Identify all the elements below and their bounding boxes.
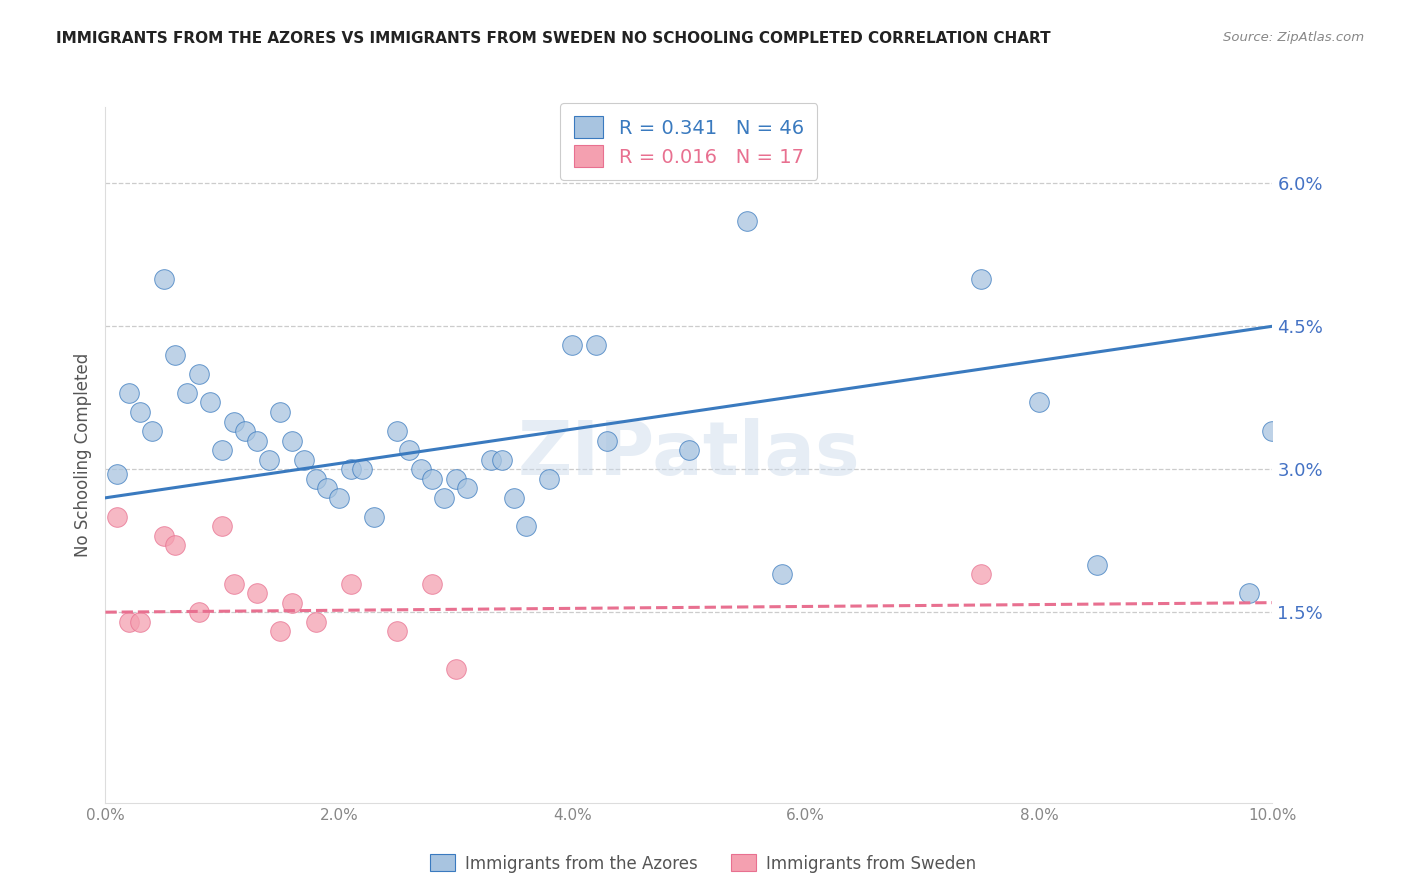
Point bbox=[176, 386, 198, 401]
Point bbox=[409, 462, 432, 476]
Point bbox=[118, 615, 141, 629]
Point bbox=[141, 424, 163, 438]
Point bbox=[339, 576, 361, 591]
Point bbox=[596, 434, 619, 448]
Point bbox=[515, 519, 537, 533]
Point bbox=[737, 214, 759, 228]
Point bbox=[1261, 424, 1284, 438]
Point bbox=[165, 539, 187, 553]
Point bbox=[420, 576, 443, 591]
Point bbox=[153, 271, 174, 285]
Point bbox=[385, 424, 408, 438]
Point bbox=[444, 662, 467, 676]
Point bbox=[1085, 558, 1108, 572]
Point bbox=[257, 452, 280, 467]
Text: ZIPatlas: ZIPatlas bbox=[517, 418, 860, 491]
Point bbox=[281, 434, 304, 448]
Point bbox=[444, 472, 467, 486]
Point bbox=[129, 615, 152, 629]
Point bbox=[187, 605, 209, 619]
Point bbox=[420, 472, 443, 486]
Point bbox=[770, 567, 793, 582]
Point bbox=[502, 491, 524, 505]
Point bbox=[385, 624, 408, 639]
Point bbox=[339, 462, 361, 476]
Point bbox=[304, 472, 326, 486]
Point bbox=[235, 424, 257, 438]
Point bbox=[187, 367, 209, 381]
Point bbox=[398, 443, 420, 458]
Point bbox=[1237, 586, 1260, 600]
Point bbox=[304, 615, 326, 629]
Point bbox=[456, 481, 478, 495]
Point bbox=[269, 405, 292, 419]
Legend: R = 0.341   N = 46, R = 0.016   N = 17: R = 0.341 N = 46, R = 0.016 N = 17 bbox=[561, 103, 817, 180]
Point bbox=[269, 624, 292, 639]
Point bbox=[129, 405, 152, 419]
Point bbox=[222, 415, 245, 429]
Point bbox=[433, 491, 456, 505]
Point bbox=[246, 586, 269, 600]
Point bbox=[200, 395, 222, 409]
Point bbox=[678, 443, 700, 458]
Point bbox=[585, 338, 607, 352]
Legend: Immigrants from the Azores, Immigrants from Sweden: Immigrants from the Azores, Immigrants f… bbox=[423, 847, 983, 880]
Point bbox=[281, 596, 304, 610]
Text: IMMIGRANTS FROM THE AZORES VS IMMIGRANTS FROM SWEDEN NO SCHOOLING COMPLETED CORR: IMMIGRANTS FROM THE AZORES VS IMMIGRANTS… bbox=[56, 31, 1050, 46]
Point bbox=[363, 509, 385, 524]
Point bbox=[105, 467, 128, 481]
Point bbox=[352, 462, 374, 476]
Point bbox=[118, 386, 141, 401]
Text: Source: ZipAtlas.com: Source: ZipAtlas.com bbox=[1223, 31, 1364, 45]
Point bbox=[1028, 395, 1050, 409]
Point bbox=[561, 338, 583, 352]
Point bbox=[222, 576, 245, 591]
Point bbox=[292, 452, 315, 467]
Point bbox=[491, 452, 513, 467]
Point bbox=[969, 567, 991, 582]
Point bbox=[316, 481, 339, 495]
Point bbox=[105, 509, 128, 524]
Point bbox=[211, 443, 233, 458]
Point bbox=[211, 519, 233, 533]
Point bbox=[479, 452, 502, 467]
Point bbox=[165, 348, 187, 362]
Y-axis label: No Schooling Completed: No Schooling Completed bbox=[73, 353, 91, 557]
Point bbox=[246, 434, 269, 448]
Point bbox=[328, 491, 350, 505]
Point bbox=[969, 271, 991, 285]
Point bbox=[153, 529, 174, 543]
Point bbox=[537, 472, 560, 486]
